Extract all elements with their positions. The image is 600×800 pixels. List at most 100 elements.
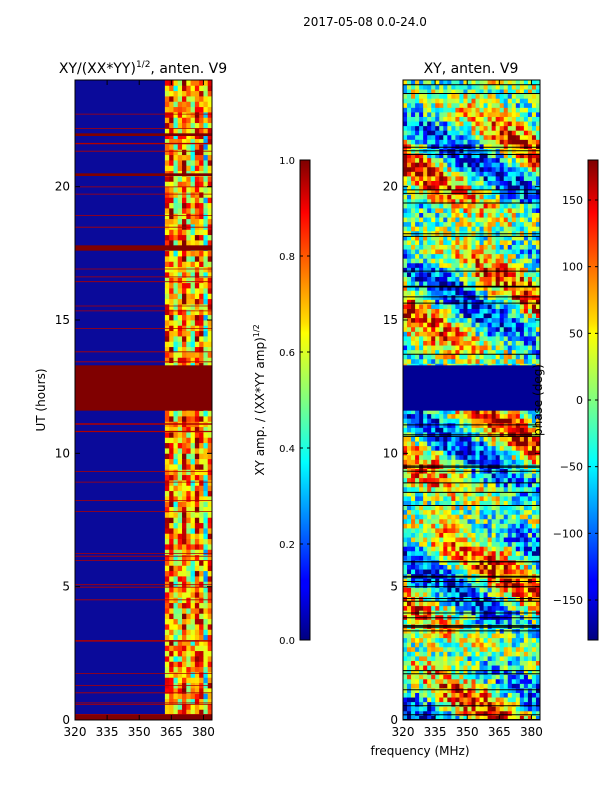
phase-cell bbox=[503, 569, 509, 575]
phase-cell bbox=[483, 496, 489, 501]
phase-cell bbox=[443, 518, 448, 524]
phase-cell bbox=[423, 701, 428, 707]
amplitude-cell bbox=[169, 538, 174, 545]
amplitude-cell bbox=[207, 533, 212, 540]
phase-cell bbox=[447, 669, 452, 675]
amplitude-cell bbox=[194, 128, 200, 134]
phase-cell bbox=[427, 701, 432, 707]
phase-cell bbox=[519, 564, 525, 570]
phase-cell bbox=[507, 491, 513, 497]
phase-cell bbox=[515, 637, 521, 643]
phase-cell bbox=[491, 441, 497, 447]
phase-cell bbox=[419, 482, 424, 488]
phase-cell bbox=[495, 258, 501, 264]
amplitude-cell bbox=[194, 320, 200, 326]
phase-cell bbox=[415, 560, 420, 565]
phase-cell bbox=[431, 582, 436, 588]
phase-cell bbox=[511, 537, 517, 543]
phase-cell bbox=[427, 642, 432, 648]
phase-cell bbox=[415, 441, 420, 447]
phase-cell bbox=[503, 308, 509, 314]
amplitude-cell bbox=[164, 581, 170, 588]
amplitude-cell bbox=[173, 250, 179, 257]
phase-cell bbox=[499, 249, 505, 255]
phase-cell bbox=[519, 267, 525, 273]
phase-cell bbox=[503, 290, 509, 296]
phase-cell bbox=[475, 486, 480, 492]
phase-cell bbox=[463, 491, 468, 497]
phase-cell bbox=[491, 678, 497, 684]
amplitude-cell bbox=[169, 197, 174, 204]
phase-cell bbox=[447, 340, 452, 346]
phase-cell bbox=[491, 715, 497, 720]
amplitude-cell bbox=[164, 352, 170, 358]
phase-cell bbox=[475, 445, 480, 451]
phase-cell bbox=[411, 454, 416, 460]
amplitude-cell bbox=[194, 469, 200, 476]
amplitude-cell bbox=[164, 426, 170, 433]
phase-cell bbox=[519, 674, 525, 680]
phase-cell bbox=[471, 313, 476, 319]
phase-cell bbox=[439, 336, 444, 341]
phase-cell bbox=[415, 592, 420, 597]
phase-cell bbox=[447, 532, 452, 538]
phase-cell bbox=[471, 418, 476, 424]
phase-cell bbox=[411, 651, 416, 657]
phase-cell bbox=[495, 697, 501, 703]
amplitude-cell bbox=[203, 160, 209, 166]
phase-cell bbox=[451, 697, 456, 703]
phase-cell bbox=[451, 587, 456, 593]
amplitude-cell bbox=[169, 464, 174, 470]
phase-cell bbox=[463, 459, 468, 465]
phase-cell bbox=[411, 326, 416, 332]
amplitude-cell bbox=[169, 128, 174, 134]
phase-cell bbox=[471, 674, 476, 680]
amplitude-cell bbox=[182, 416, 187, 422]
amplitude-cell bbox=[164, 576, 170, 582]
phase-cell bbox=[471, 267, 476, 273]
phase-cell bbox=[495, 267, 501, 273]
phase-cell bbox=[443, 290, 448, 296]
amplitude-cell bbox=[194, 570, 200, 577]
amplitude-cell bbox=[169, 709, 174, 716]
amplitude-cell bbox=[194, 496, 200, 502]
amplitude-cell bbox=[164, 522, 170, 529]
amplitude-cell bbox=[164, 117, 170, 124]
phase-cell bbox=[531, 587, 537, 593]
amplitude-cell bbox=[177, 293, 183, 300]
amplitude-cell bbox=[190, 298, 196, 305]
phase-cell bbox=[403, 349, 408, 355]
phase-cell bbox=[499, 317, 505, 323]
phase-cell bbox=[491, 564, 497, 570]
amplitude-cell bbox=[182, 661, 187, 668]
phase-cell bbox=[487, 569, 493, 575]
amplitude-cell bbox=[177, 416, 183, 422]
phase-cell bbox=[487, 560, 493, 565]
phase-cell bbox=[527, 427, 533, 433]
phase-cell bbox=[439, 642, 444, 648]
amplitude-cell bbox=[182, 666, 187, 673]
phase-cell bbox=[423, 605, 428, 611]
phase-cell bbox=[535, 262, 540, 268]
amplitude-cell bbox=[199, 666, 204, 673]
phase-cell bbox=[471, 454, 476, 460]
figure-suptitle: 2017-05-08 0.0-24.0 bbox=[303, 15, 427, 29]
phase-cell bbox=[511, 701, 517, 707]
amplitude-cell bbox=[164, 704, 170, 710]
phase-cell bbox=[495, 605, 501, 611]
phase-cell bbox=[483, 285, 489, 291]
amplitude-cell bbox=[186, 122, 191, 129]
phase-cell bbox=[487, 715, 493, 720]
phase-cell bbox=[415, 710, 420, 716]
phase-cell bbox=[507, 678, 513, 684]
phase-cell bbox=[403, 509, 408, 515]
amplitude-cell bbox=[169, 330, 174, 337]
phase-cell bbox=[419, 688, 424, 693]
phase-cell bbox=[439, 299, 444, 305]
phase-cell bbox=[503, 505, 509, 511]
phase-cell bbox=[487, 258, 493, 264]
phase-cell bbox=[467, 445, 472, 451]
phase-cell bbox=[463, 505, 468, 511]
amplitude-cell bbox=[190, 357, 196, 364]
amplitude-cell bbox=[199, 122, 204, 129]
